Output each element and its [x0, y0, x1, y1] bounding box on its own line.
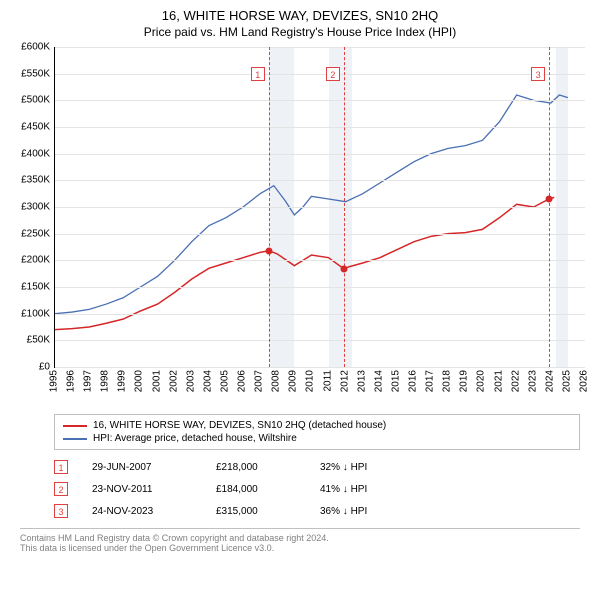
- y-tick-label: £200K: [21, 255, 50, 266]
- y-tick-label: £400K: [21, 148, 50, 159]
- event-date: 24-NOV-2023: [92, 506, 192, 517]
- x-tick-label: 2011: [322, 370, 333, 392]
- event-row: 3 24-NOV-2023 £315,000 36% ↓ HPI: [54, 500, 580, 522]
- x-tick-label: 1999: [117, 370, 128, 392]
- y-tick-label: £50K: [27, 335, 50, 346]
- x-tick-label: 2018: [442, 370, 453, 392]
- event-marker-line: [269, 47, 270, 367]
- event-number: 3: [54, 504, 68, 518]
- events-table: 1 29-JUN-2007 £218,000 32% ↓ HPI 2 23-NOV-201…: [54, 456, 580, 522]
- plot-wrapper: £0£50K£100K£150K£200K£250K£300K£350K£400…: [10, 47, 590, 368]
- x-tick-label: 2010: [305, 370, 316, 392]
- event-number: 1: [54, 460, 68, 474]
- legend-swatch-red: [63, 425, 87, 427]
- x-tick-label: 2002: [168, 370, 179, 392]
- x-tick-label: 2014: [373, 370, 384, 392]
- legend-label-blue: HPI: Average price, detached house, Wilt…: [93, 433, 297, 444]
- x-tick-label: 2023: [527, 370, 538, 392]
- y-tick-label: £500K: [21, 95, 50, 106]
- price-point-dot: [340, 265, 347, 272]
- y-tick-label: £600K: [21, 42, 50, 53]
- x-tick-label: 2015: [390, 370, 401, 392]
- y-tick-label: £100K: [21, 308, 50, 319]
- y-tick-label: £150K: [21, 282, 50, 293]
- x-tick-label: 2026: [579, 370, 590, 392]
- x-tick-label: 2004: [202, 370, 213, 392]
- plot-area: 1 2 3: [54, 47, 585, 368]
- event-price: £218,000: [216, 462, 296, 473]
- event-date: 29-JUN-2007: [92, 462, 192, 473]
- chart-container: 16, WHITE HORSE WAY, DEVIZES, SN10 2HQ P…: [0, 0, 600, 563]
- event-marker-box: 1: [251, 67, 265, 81]
- x-tick-label: 2020: [476, 370, 487, 392]
- x-tick-label: 2006: [237, 370, 248, 392]
- y-tick-label: £300K: [21, 202, 50, 213]
- x-tick-label: 2024: [544, 370, 555, 392]
- y-tick-label: £550K: [21, 68, 50, 79]
- price-point-dot: [546, 196, 553, 203]
- event-hpi: 32% ↓ HPI: [320, 462, 410, 473]
- legend-row-blue: HPI: Average price, detached house, Wilt…: [63, 432, 571, 445]
- chart-title: 16, WHITE HORSE WAY, DEVIZES, SN10 2HQ: [10, 8, 590, 23]
- event-price: £184,000: [216, 484, 296, 495]
- x-tick-label: 1996: [66, 370, 77, 392]
- x-axis: 1995199619971998199920002001200220032004…: [54, 368, 584, 408]
- y-tick-label: £450K: [21, 122, 50, 133]
- event-hpi: 41% ↓ HPI: [320, 484, 410, 495]
- legend-row-red: 16, WHITE HORSE WAY, DEVIZES, SN10 2HQ (…: [63, 419, 571, 432]
- footer-line1: Contains HM Land Registry data © Crown c…: [20, 533, 580, 543]
- y-tick-label: £250K: [21, 228, 50, 239]
- price-point-dot: [265, 247, 272, 254]
- x-tick-label: 2000: [134, 370, 145, 392]
- x-tick-label: 2008: [271, 370, 282, 392]
- x-tick-label: 2005: [219, 370, 230, 392]
- x-tick-label: 1997: [83, 370, 94, 392]
- x-tick-label: 2021: [493, 370, 504, 392]
- x-tick-label: 2025: [561, 370, 572, 392]
- event-date: 23-NOV-2011: [92, 484, 192, 495]
- x-tick-label: 2016: [408, 370, 419, 392]
- x-tick-label: 2013: [356, 370, 367, 392]
- footer-line2: This data is licensed under the Open Gov…: [20, 543, 580, 553]
- x-tick-label: 2017: [425, 370, 436, 392]
- x-tick-label: 2019: [459, 370, 470, 392]
- legend: 16, WHITE HORSE WAY, DEVIZES, SN10 2HQ (…: [54, 414, 580, 450]
- x-tick-label: 2001: [151, 370, 162, 392]
- x-tick-label: 1998: [100, 370, 111, 392]
- chart-subtitle: Price paid vs. HM Land Registry's House …: [10, 25, 590, 39]
- event-number: 2: [54, 482, 68, 496]
- event-marker-line: [344, 47, 345, 367]
- x-tick-label: 2012: [339, 370, 350, 392]
- event-marker-box: 2: [326, 67, 340, 81]
- event-marker-box: 3: [531, 67, 545, 81]
- x-tick-label: 1995: [49, 370, 60, 392]
- event-hpi: 36% ↓ HPI: [320, 506, 410, 517]
- event-row: 1 29-JUN-2007 £218,000 32% ↓ HPI: [54, 456, 580, 478]
- x-tick-label: 2003: [185, 370, 196, 392]
- x-tick-label: 2022: [510, 370, 521, 392]
- event-price: £315,000: [216, 506, 296, 517]
- y-axis: £0£50K£100K£150K£200K£250K£300K£350K£400…: [10, 47, 54, 367]
- x-tick-label: 2007: [254, 370, 265, 392]
- y-tick-label: £350K: [21, 175, 50, 186]
- legend-swatch-blue: [63, 438, 87, 440]
- legend-label-red: 16, WHITE HORSE WAY, DEVIZES, SN10 2HQ (…: [93, 420, 386, 431]
- x-tick-label: 2009: [288, 370, 299, 392]
- event-marker-line: [549, 47, 550, 367]
- footer: Contains HM Land Registry data © Crown c…: [20, 528, 580, 553]
- event-row: 2 23-NOV-2011 £184,000 41% ↓ HPI: [54, 478, 580, 500]
